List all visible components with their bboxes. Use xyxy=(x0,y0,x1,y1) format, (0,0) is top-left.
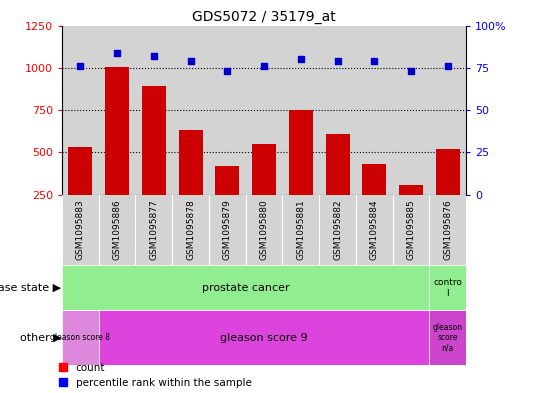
Point xyxy=(76,63,85,69)
Text: GSM1095879: GSM1095879 xyxy=(223,200,232,260)
Bar xyxy=(289,110,313,237)
Point xyxy=(407,68,416,74)
Text: contro
l: contro l xyxy=(433,278,462,298)
Bar xyxy=(99,310,430,365)
Text: disease state ▶: disease state ▶ xyxy=(0,283,61,293)
Bar xyxy=(62,310,99,365)
Point xyxy=(149,53,158,59)
Text: GSM1095881: GSM1095881 xyxy=(296,200,306,260)
Point xyxy=(333,58,342,64)
Bar xyxy=(68,147,92,237)
Point xyxy=(223,68,232,74)
Bar xyxy=(142,86,166,237)
Point xyxy=(260,63,268,69)
Text: gleason score 8: gleason score 8 xyxy=(50,334,110,342)
Bar xyxy=(399,185,423,237)
Point xyxy=(370,58,379,64)
Text: gleason score 9: gleason score 9 xyxy=(220,333,308,343)
Legend: count, percentile rank within the sample: count, percentile rank within the sample xyxy=(59,363,252,388)
Point xyxy=(444,63,452,69)
Text: GSM1095880: GSM1095880 xyxy=(260,200,268,260)
Text: gleason
score
n/a: gleason score n/a xyxy=(433,323,463,353)
Bar xyxy=(178,130,203,237)
Point xyxy=(186,58,195,64)
Text: GSM1095877: GSM1095877 xyxy=(149,200,158,260)
Bar xyxy=(105,67,129,237)
Text: GSM1095878: GSM1095878 xyxy=(186,200,195,260)
Text: GSM1095885: GSM1095885 xyxy=(406,200,416,260)
Text: GSM1095886: GSM1095886 xyxy=(113,200,122,260)
Bar xyxy=(326,134,350,237)
Bar xyxy=(436,149,460,237)
Text: GSM1095876: GSM1095876 xyxy=(444,200,452,260)
Text: GDS5072 / 35179_at: GDS5072 / 35179_at xyxy=(192,10,336,24)
Text: GSM1095884: GSM1095884 xyxy=(370,200,379,260)
Point xyxy=(296,56,305,62)
Bar xyxy=(216,166,239,237)
Text: other ▶: other ▶ xyxy=(19,333,61,343)
Bar xyxy=(430,310,466,365)
Text: GSM1095883: GSM1095883 xyxy=(76,200,85,260)
Text: prostate cancer: prostate cancer xyxy=(202,283,289,293)
Point xyxy=(113,50,121,56)
Bar xyxy=(362,164,386,237)
Text: GSM1095882: GSM1095882 xyxy=(333,200,342,260)
Bar xyxy=(252,144,276,237)
Bar xyxy=(430,265,466,310)
